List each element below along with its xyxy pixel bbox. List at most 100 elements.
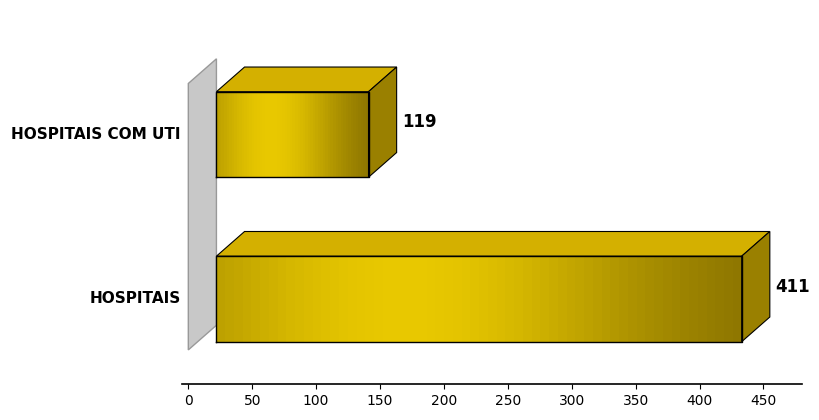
- Bar: [254, 92, 256, 177]
- Bar: [312, 256, 321, 342]
- Bar: [302, 92, 305, 177]
- Bar: [680, 256, 688, 342]
- Bar: [244, 92, 247, 177]
- Bar: [267, 92, 269, 177]
- Bar: [221, 92, 224, 177]
- Bar: [321, 256, 330, 342]
- Text: 119: 119: [401, 113, 436, 131]
- Bar: [242, 256, 251, 342]
- Bar: [290, 92, 292, 177]
- Bar: [328, 92, 330, 177]
- Bar: [342, 92, 346, 177]
- Bar: [618, 256, 627, 342]
- Bar: [351, 92, 353, 177]
- Bar: [323, 92, 325, 177]
- Bar: [363, 92, 365, 177]
- Bar: [355, 92, 358, 177]
- Bar: [216, 92, 219, 177]
- Bar: [373, 256, 382, 342]
- Bar: [337, 92, 340, 177]
- Bar: [592, 256, 601, 342]
- Polygon shape: [188, 59, 216, 350]
- Bar: [732, 256, 741, 342]
- Bar: [391, 256, 400, 342]
- Bar: [260, 256, 269, 342]
- Bar: [234, 92, 237, 177]
- Bar: [233, 256, 242, 342]
- Bar: [348, 92, 351, 177]
- Bar: [523, 256, 531, 342]
- Bar: [364, 256, 373, 342]
- Bar: [444, 256, 452, 342]
- Bar: [697, 256, 706, 342]
- Text: HOSPITAIS COM UTI: HOSPITAIS COM UTI: [11, 127, 180, 142]
- Bar: [461, 256, 470, 342]
- Bar: [305, 92, 307, 177]
- Bar: [265, 92, 267, 177]
- Bar: [409, 256, 417, 342]
- Bar: [478, 256, 487, 342]
- Bar: [496, 256, 505, 342]
- Bar: [609, 256, 618, 342]
- Bar: [557, 256, 566, 342]
- Bar: [272, 92, 274, 177]
- Bar: [330, 256, 338, 342]
- Bar: [531, 256, 540, 342]
- Bar: [365, 92, 368, 177]
- Bar: [566, 256, 575, 342]
- Bar: [269, 92, 272, 177]
- Polygon shape: [216, 67, 396, 92]
- Bar: [338, 256, 347, 342]
- Bar: [335, 92, 337, 177]
- Bar: [292, 92, 295, 177]
- Bar: [295, 92, 297, 177]
- Bar: [514, 256, 523, 342]
- Bar: [295, 256, 304, 342]
- Bar: [247, 92, 249, 177]
- Bar: [356, 256, 364, 342]
- Bar: [417, 256, 426, 342]
- Bar: [259, 92, 262, 177]
- Bar: [251, 92, 254, 177]
- Bar: [320, 92, 323, 177]
- Bar: [487, 256, 496, 342]
- Bar: [688, 256, 697, 342]
- Bar: [287, 92, 290, 177]
- Bar: [435, 256, 444, 342]
- Text: 411: 411: [774, 278, 808, 296]
- Bar: [310, 92, 312, 177]
- Bar: [583, 256, 592, 342]
- Bar: [358, 92, 360, 177]
- Bar: [297, 92, 300, 177]
- Bar: [627, 256, 636, 342]
- Bar: [360, 92, 363, 177]
- Bar: [540, 256, 549, 342]
- Bar: [256, 92, 259, 177]
- Bar: [382, 256, 391, 342]
- Bar: [325, 92, 328, 177]
- Bar: [400, 256, 409, 342]
- Bar: [262, 92, 265, 177]
- Bar: [300, 92, 302, 177]
- Bar: [229, 92, 231, 177]
- Bar: [549, 256, 557, 342]
- Bar: [286, 256, 295, 342]
- Bar: [277, 92, 279, 177]
- Bar: [304, 256, 312, 342]
- Bar: [249, 92, 251, 177]
- Bar: [318, 92, 320, 177]
- Bar: [269, 256, 278, 342]
- Bar: [314, 92, 318, 177]
- Bar: [312, 92, 314, 177]
- Bar: [274, 92, 277, 177]
- Bar: [452, 256, 461, 342]
- Bar: [671, 256, 680, 342]
- Bar: [284, 92, 287, 177]
- Bar: [279, 92, 282, 177]
- Bar: [505, 256, 514, 342]
- Bar: [714, 256, 723, 342]
- Bar: [239, 92, 242, 177]
- Bar: [333, 92, 335, 177]
- Bar: [237, 92, 239, 177]
- Bar: [307, 92, 310, 177]
